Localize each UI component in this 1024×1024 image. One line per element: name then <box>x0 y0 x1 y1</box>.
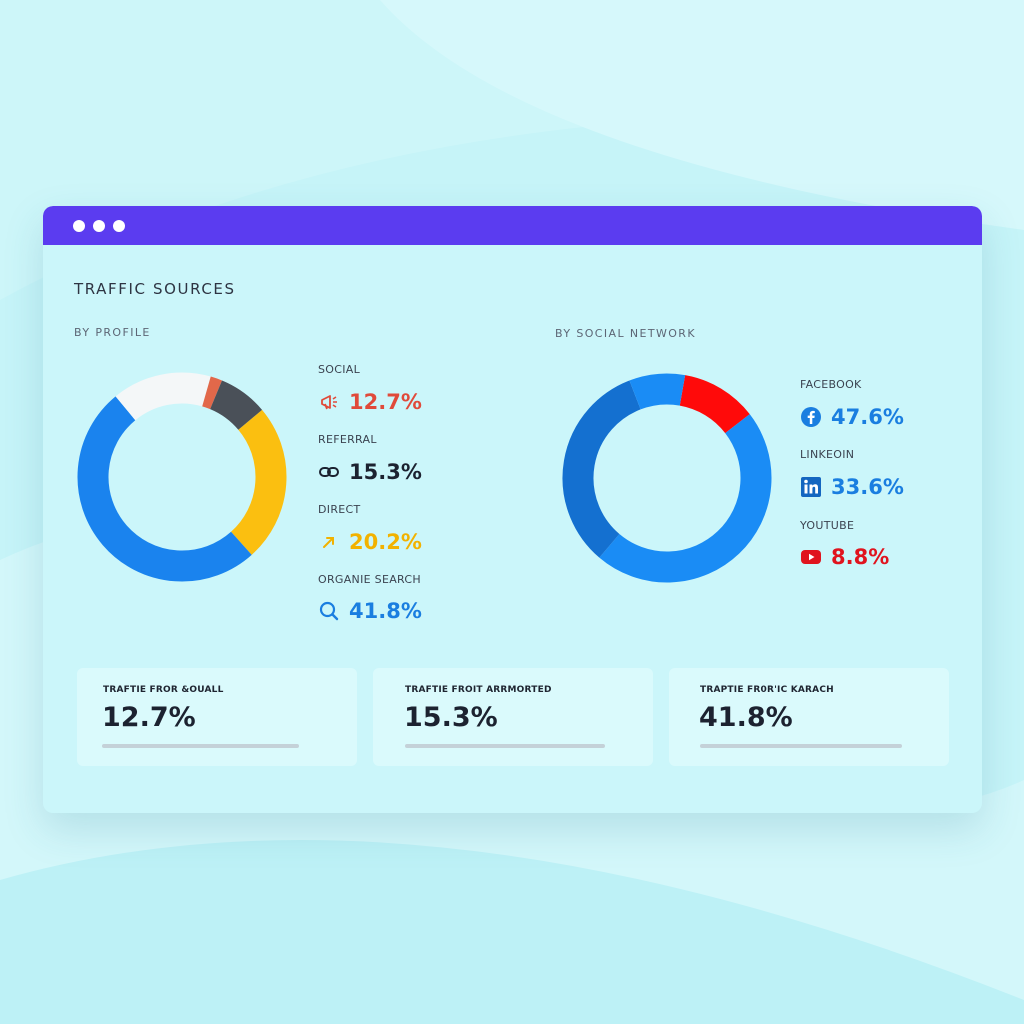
by-social-donut-slice-1 <box>599 414 772 583</box>
legend-row-linkedin: 33.6% <box>800 474 904 500</box>
window-dot-icon[interactable] <box>113 220 125 232</box>
summary-card-search: TRAPTIE FR0R'IC KARACH 41.8% <box>669 668 949 766</box>
legend-row-facebook: 47.6% <box>800 404 904 430</box>
page-title: TRAFFIC SOURCES <box>74 280 236 298</box>
by-profile-label: BY PROFILE <box>74 326 151 339</box>
card-progress-bar <box>405 744 605 748</box>
legend-value-facebook: 47.6% <box>831 405 904 429</box>
by-social-donut-slice-2 <box>562 380 642 558</box>
window-titlebar <box>43 206 982 245</box>
card-value: 12.7% <box>102 702 196 733</box>
dashboard-window: TRAFFIC SOURCES BY PROFILE BY SOCIAL NET… <box>43 206 982 813</box>
summary-card-social: TRAFTIE FROR &OUALL 12.7% <box>77 668 357 766</box>
legend-label-direct: DIRECT <box>318 503 361 516</box>
by-profile-donut-slice-4 <box>209 380 263 431</box>
by-profile-donut-slice-1 <box>77 396 252 582</box>
legend-label-organic-search: ORGANIE SEARCH <box>318 573 421 586</box>
legend-row-direct: 20.2% <box>318 529 422 555</box>
window-dot-icon[interactable] <box>93 220 105 232</box>
legend-value-linkedin: 33.6% <box>831 475 904 499</box>
summary-card-referral: TRAFTIE FROIT ARRMORTED 15.3% <box>373 668 653 766</box>
arrow-up-right-icon <box>318 531 340 553</box>
megaphone-icon <box>318 391 340 413</box>
legend-label-linkedin: LINKEOIN <box>800 448 855 461</box>
legend-value-organic-search: 41.8% <box>349 599 422 623</box>
by-social-donut <box>562 373 772 583</box>
card-value: 41.8% <box>699 702 793 733</box>
legend-row-youtube: 8.8% <box>800 544 889 570</box>
by-social-label: BY SOCIAL NETWORK <box>555 327 696 340</box>
search-icon <box>318 600 340 622</box>
card-label: TRAFTIE FROIT ARRMORTED <box>405 685 552 695</box>
by-profile-donut-slice-0 <box>230 409 287 555</box>
by-social-donut-slice-0 <box>679 375 750 434</box>
card-progress-bar <box>102 744 299 748</box>
legend-label-facebook: FACEBOOK <box>800 378 862 391</box>
card-progress-bar <box>700 744 902 748</box>
legend-row-social: 12.7% <box>318 389 422 415</box>
by-profile-donut-slice-3 <box>202 376 223 410</box>
card-label: TRAPTIE FR0R'IC KARACH <box>700 685 834 695</box>
by-social-donut-slice-3 <box>629 373 686 410</box>
legend-row-organic-search: 41.8% <box>318 598 422 624</box>
by-profile-donut-slice-2 <box>115 372 211 421</box>
legend-label-youtube: YOUTUBE <box>800 519 855 532</box>
legend-value-referral: 15.3% <box>349 460 422 484</box>
link-icon <box>318 461 340 483</box>
legend-value-direct: 20.2% <box>349 530 422 554</box>
legend-row-referral: 15.3% <box>318 459 422 485</box>
card-value: 15.3% <box>404 702 498 733</box>
legend-label-social: SOCIAL <box>318 363 361 376</box>
legend-value-social: 12.7% <box>349 390 422 414</box>
card-label: TRAFTIE FROR &OUALL <box>103 685 224 695</box>
legend-value-youtube: 8.8% <box>831 545 890 569</box>
youtube-icon <box>800 546 822 568</box>
linkedin-icon <box>800 476 822 498</box>
window-dot-icon[interactable] <box>73 220 85 232</box>
facebook-icon <box>800 406 822 428</box>
by-profile-donut <box>77 372 287 582</box>
legend-label-referral: REFERRAL <box>318 433 377 446</box>
